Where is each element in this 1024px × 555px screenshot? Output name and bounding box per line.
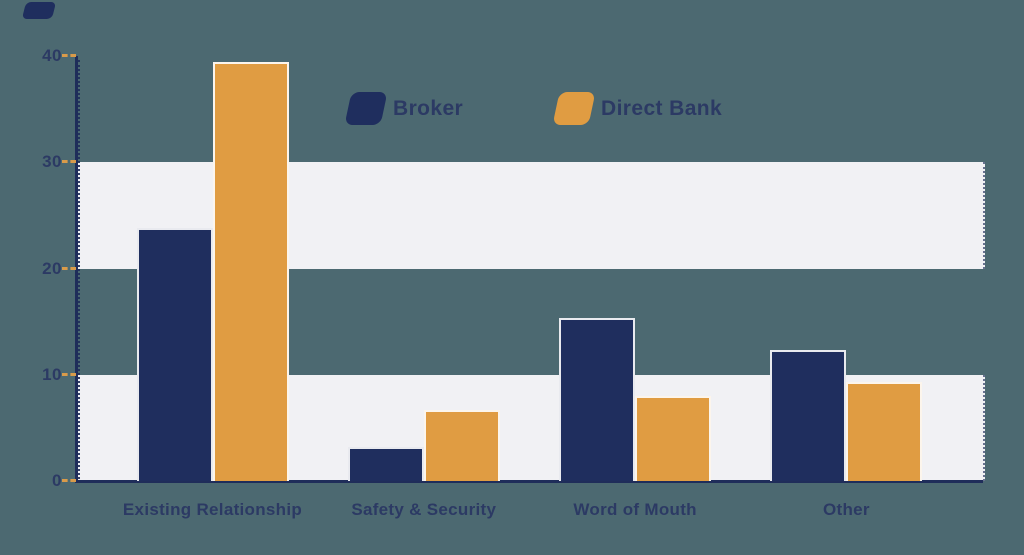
corner-decor-shape [21,2,57,19]
y-tick-label: 10 [42,364,62,384]
bar-broker-existing-relationship [136,228,213,481]
y-axis-line [75,56,78,483]
legend-item-broker: Broker [344,92,464,125]
y-tick-label: 30 [42,152,62,172]
bar-broker-safety-security [347,447,424,481]
bar-direct-bank-word-of-mouth [635,396,712,481]
legend-swatch-direct-bank [552,92,596,125]
category-label: Other [822,500,870,519]
y-tick-dash [62,372,76,376]
y-tick-dash [62,266,76,270]
bar-broker-word-of-mouth [559,318,636,481]
y-tick-label: 0 [52,471,62,490]
y-tick-label: 40 [42,46,62,65]
y-tick-dash [62,479,76,482]
y-axis-minor-ticks [78,60,80,479]
legend-swatch-broker [344,92,388,125]
bar-broker-other [770,350,847,481]
category-label: Word of Mouth [573,500,697,519]
y-tick-dash [62,160,76,164]
x-axis-line [75,480,983,483]
category-label: Existing Relationship [122,500,303,519]
bar-direct-bank-other [846,382,923,481]
legend-label-direct-bank: Direct Bank [601,96,723,120]
category-label: Safety & Security [351,500,497,519]
y-tick-label: 20 [42,258,62,278]
legend-item-direct-bank: Direct Bank [552,92,723,125]
bar-direct-bank-existing-relationship [212,62,289,481]
legend-label-broker: Broker [393,96,464,120]
y-tick-dash [62,54,76,57]
bar-direct-bank-safety-security [423,409,500,481]
